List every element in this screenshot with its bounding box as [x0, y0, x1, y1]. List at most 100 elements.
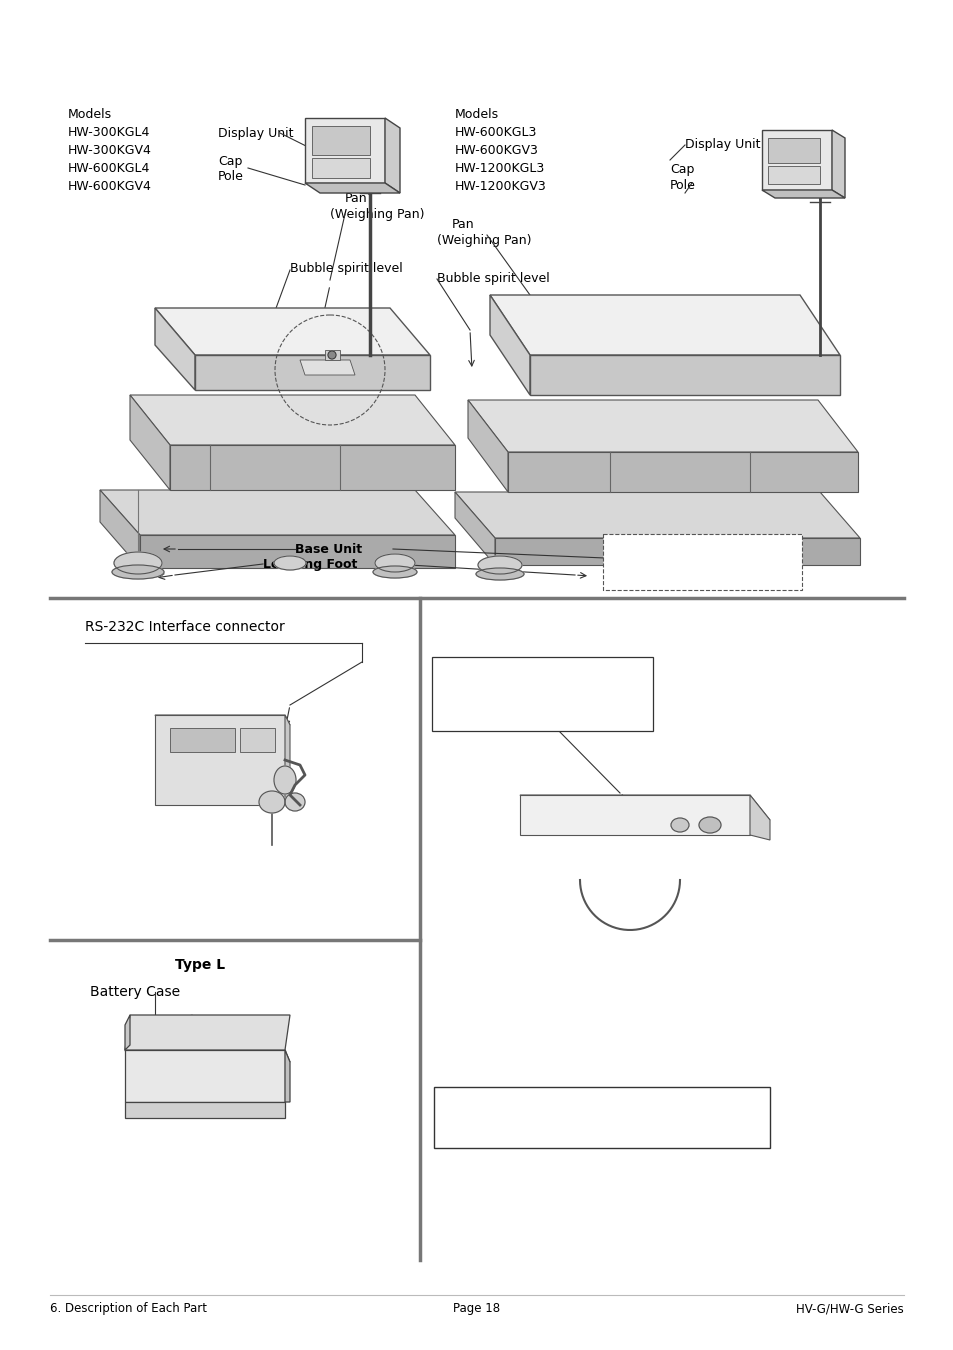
- Polygon shape: [495, 539, 859, 566]
- Polygon shape: [455, 491, 495, 566]
- Ellipse shape: [477, 556, 521, 574]
- Text: Bubble spirit level: Bubble spirit level: [436, 271, 549, 285]
- Text: to weigh correctly.: to weigh correctly.: [440, 703, 556, 716]
- Polygon shape: [530, 355, 840, 396]
- Polygon shape: [455, 491, 859, 539]
- Ellipse shape: [670, 818, 688, 832]
- Ellipse shape: [258, 791, 285, 813]
- Ellipse shape: [748, 567, 790, 579]
- Polygon shape: [385, 117, 399, 193]
- Text: Pan: Pan: [452, 217, 475, 231]
- Polygon shape: [490, 296, 840, 355]
- Polygon shape: [507, 452, 857, 491]
- Text: CAL switch: CAL switch: [440, 668, 513, 680]
- Text: Bubble spirit level: Bubble spirit level: [290, 262, 402, 275]
- Polygon shape: [125, 1102, 285, 1118]
- Ellipse shape: [274, 765, 295, 794]
- Circle shape: [328, 351, 335, 359]
- Text: Pole: Pole: [669, 180, 695, 192]
- Text: Leveling Foot: Leveling Foot: [263, 558, 357, 571]
- Polygon shape: [100, 490, 140, 568]
- Text: Models: Models: [455, 108, 498, 122]
- Polygon shape: [240, 728, 274, 752]
- Text: (Weighing Pan): (Weighing Pan): [436, 234, 531, 247]
- Ellipse shape: [373, 566, 416, 578]
- Ellipse shape: [699, 817, 720, 833]
- Text: RS-232C Interface connector: RS-232C Interface connector: [85, 620, 284, 634]
- Polygon shape: [154, 716, 285, 805]
- Polygon shape: [285, 1050, 290, 1102]
- Text: The certified mass is required.: The certified mass is required.: [444, 1116, 647, 1129]
- Polygon shape: [299, 360, 355, 375]
- Polygon shape: [125, 1050, 290, 1062]
- Polygon shape: [125, 1015, 130, 1050]
- Text: Type L: Type L: [174, 958, 225, 972]
- Polygon shape: [100, 490, 455, 535]
- Text: 6. Description of Each Part: 6. Description of Each Part: [50, 1301, 207, 1315]
- Ellipse shape: [274, 556, 306, 570]
- Polygon shape: [305, 117, 385, 184]
- Polygon shape: [761, 130, 831, 190]
- Polygon shape: [125, 1050, 285, 1102]
- Text: Display Unit: Display Unit: [684, 138, 760, 151]
- Text: HW-1200KGL3: HW-1200KGL3: [455, 162, 545, 176]
- Polygon shape: [749, 795, 769, 840]
- Polygon shape: [170, 446, 455, 490]
- Polygon shape: [767, 166, 820, 184]
- Text: Calibrating the scale: Calibrating the scale: [440, 686, 570, 699]
- Text: Pole: Pole: [218, 170, 244, 184]
- Text: HV-G/HW-G Series: HV-G/HW-G Series: [796, 1301, 903, 1315]
- Polygon shape: [154, 308, 430, 355]
- Polygon shape: [125, 1015, 290, 1050]
- Ellipse shape: [375, 554, 415, 572]
- Text: is not provided.: is not provided.: [609, 562, 701, 574]
- Polygon shape: [490, 296, 530, 396]
- Polygon shape: [194, 355, 430, 390]
- Text: HW-600KGV4: HW-600KGV4: [68, 180, 152, 193]
- Polygon shape: [519, 795, 749, 836]
- Ellipse shape: [113, 552, 162, 574]
- Ellipse shape: [750, 558, 788, 572]
- Polygon shape: [154, 308, 194, 390]
- Text: Display Unit: Display Unit: [218, 127, 294, 140]
- Text: HW-600KGV3: HW-600KGV3: [455, 144, 538, 157]
- Polygon shape: [767, 138, 820, 163]
- Ellipse shape: [285, 792, 305, 811]
- Text: Base Unit: Base Unit: [294, 543, 362, 556]
- Polygon shape: [154, 716, 290, 725]
- Ellipse shape: [112, 566, 164, 579]
- Text: Models: Models: [68, 108, 112, 122]
- Text: Caution: Caution: [444, 1098, 496, 1111]
- Text: HW-300KGV4: HW-300KGV4: [68, 144, 152, 157]
- Ellipse shape: [476, 568, 523, 580]
- Polygon shape: [312, 126, 370, 155]
- Polygon shape: [305, 184, 399, 193]
- Text: HW-600KGL3: HW-600KGL3: [455, 126, 537, 139]
- Polygon shape: [519, 795, 769, 819]
- Text: HW-600KGL4: HW-600KGL4: [68, 162, 151, 176]
- Text: Cap: Cap: [669, 163, 694, 176]
- Text: Battery Case: Battery Case: [90, 986, 180, 999]
- Polygon shape: [325, 350, 339, 360]
- Text: Cap: Cap: [218, 155, 242, 167]
- Text: A bubble spirit level: A bubble spirit level: [609, 541, 727, 555]
- Polygon shape: [831, 130, 844, 198]
- Polygon shape: [130, 396, 455, 446]
- Polygon shape: [761, 190, 844, 198]
- Text: HW-300KGL4: HW-300KGL4: [68, 126, 151, 139]
- Polygon shape: [285, 716, 290, 810]
- Text: Pan: Pan: [345, 192, 367, 205]
- FancyBboxPatch shape: [602, 535, 801, 590]
- FancyBboxPatch shape: [432, 657, 652, 730]
- Polygon shape: [312, 158, 370, 178]
- Text: Page 18: Page 18: [453, 1301, 500, 1315]
- Polygon shape: [170, 728, 234, 752]
- Polygon shape: [468, 400, 507, 491]
- Text: HW-1200KGV3: HW-1200KGV3: [455, 180, 546, 193]
- Polygon shape: [468, 400, 857, 452]
- Text: (Weighing Pan): (Weighing Pan): [330, 208, 424, 221]
- Ellipse shape: [635, 559, 664, 571]
- Polygon shape: [140, 535, 455, 568]
- Polygon shape: [130, 396, 170, 490]
- FancyBboxPatch shape: [434, 1087, 769, 1148]
